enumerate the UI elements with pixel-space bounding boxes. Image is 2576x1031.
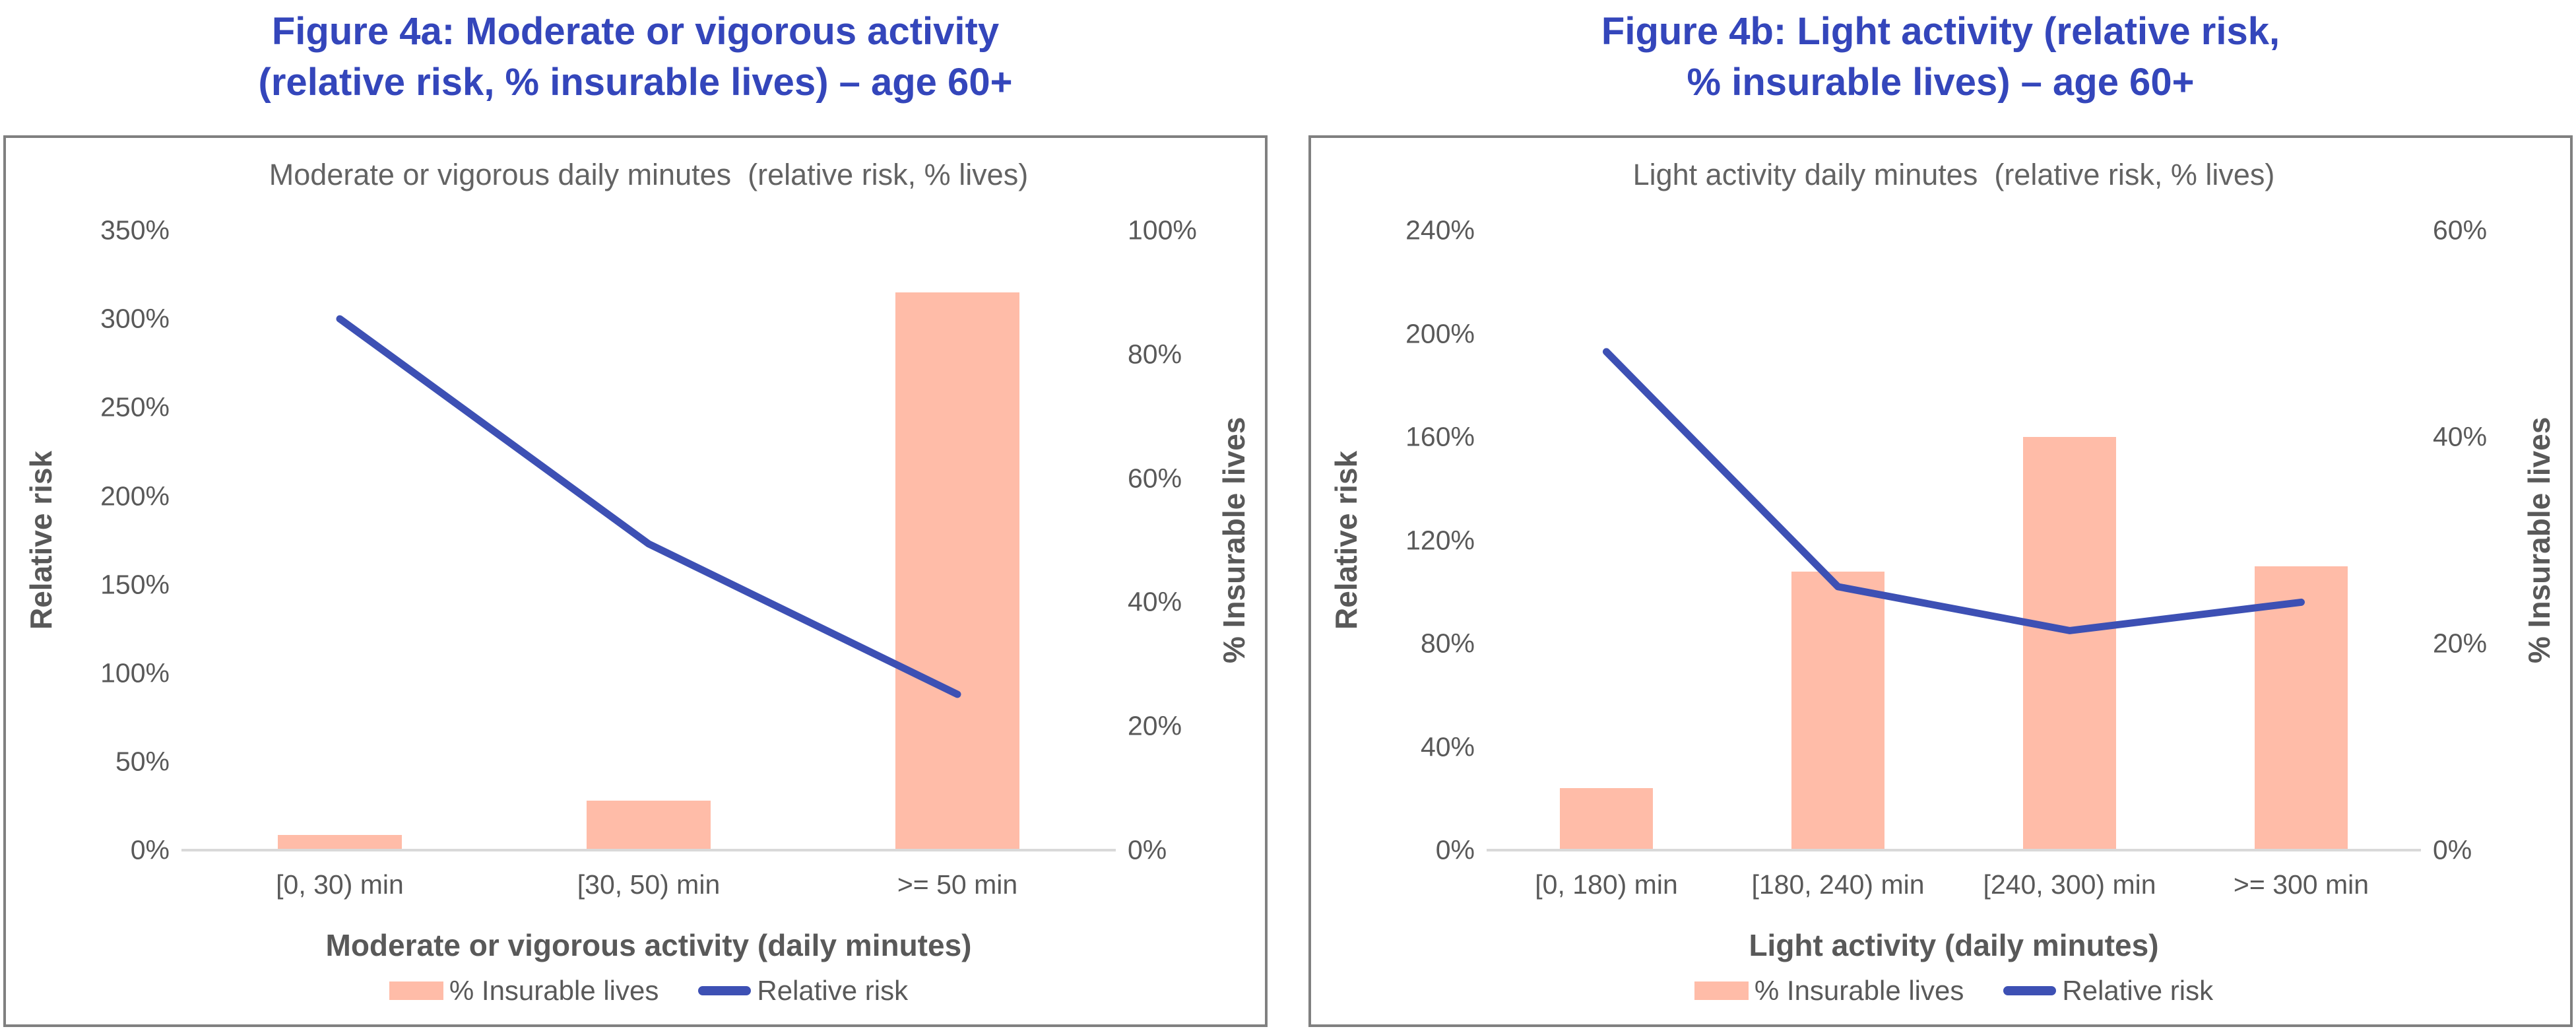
bar->= 50 min [895,292,1019,851]
figure-titles-row: Figure 4a: Moderate or vigorous activity… [0,0,2576,108]
legend-bar-label: % Insurable lives [449,975,659,1007]
legend-line-swatch [2003,986,2057,996]
left-axis-tick-label: 300% [100,303,170,334]
left-axis-tick-label: 40% [1420,731,1475,762]
bar-[240, 300) min [2023,437,2116,851]
chart-title: Moderate or vigorous daily minutes (rela… [269,158,1029,192]
right-axis-tick-label: 100% [1128,215,1197,246]
left-axis-title: Relative risk [1329,451,1363,630]
category-label: [0, 30) min [276,869,404,900]
legend-line-label: Relative risk [2062,975,2214,1007]
right-axis-tick-label: 40% [1128,586,1182,617]
right-axis-title: % Insurable lives [2522,416,2556,664]
legend-item-relative-risk: Relative risk [2003,975,2213,1007]
legend: % Insurable lives Relative risk [1491,975,2417,1007]
relative-risk-polyline [336,315,961,698]
left-axis-title: Relative risk [24,451,58,630]
right-axis-tick-label: 60% [1128,463,1182,494]
chart-title: Light activity daily minutes (relative r… [1632,158,2275,192]
category-label: >= 50 min [897,869,1018,900]
legend: % Insurable lives Relative risk [185,975,1112,1007]
category-label: >= 300 min [2233,869,2369,900]
left-axis-tick-label: 80% [1420,628,1475,659]
left-axis-tick-label: 240% [1405,215,1475,246]
bar-[180, 240) min [1791,571,1884,851]
figure-4b-title: Figure 4b: Light activity (relative risk… [1308,7,2573,108]
left-axis-tick-label: 100% [100,657,170,688]
left-axis-tick-label: 250% [100,391,170,422]
left-axis-tick-label: 150% [100,569,170,600]
right-axis-title: % Insurable lives [1217,416,1251,664]
plot-area: 0% 40% 80% 120% 160% 200% 240% 0% 20% 40% 60% [1405,215,2487,865]
left-axis-tick-label: 200% [1405,318,1475,349]
category-axis: [0, 180) min [180, 240) min [240, 300) min… [1491,869,2417,902]
right-axis-tick-label: 80% [1128,339,1182,370]
left-axis-tick-label: 200% [100,481,170,512]
legend-line-label: Relative risk [757,975,909,1007]
legend-bar-swatch [1694,981,1749,1001]
figure-4a-title: Figure 4a: Moderate or vigorous activity… [3,7,1268,108]
figure-4a-title-line2: (relative risk, % insurable lives) – age… [258,60,1013,104]
right-axis-tick-label: 20% [2433,628,2488,659]
right-axis-tick-label: 60% [2433,215,2488,246]
relative-risk-line [336,315,961,698]
right-axis-tick-label: 0% [2433,834,2472,865]
x-axis-title: Light activity (daily minutes) [1749,928,2159,963]
left-axis-tick-label: 0% [130,834,170,865]
category-label: [240, 300) min [1983,869,2156,900]
legend-item-relative-risk: Relative risk [698,975,908,1007]
category-axis: [0, 30) min [30, 50) min >= 50 min [185,869,1112,902]
relative-risk-line [1603,348,2305,634]
bar->= 300 min [2255,566,2348,851]
category-label: [0, 180) min [1535,869,1678,900]
right-axis-tick-label: 0% [1128,834,1167,865]
chart-panel-moderate-vigorous: Moderate or vigorous daily minutes (rela… [3,135,1268,1028]
figure-4a-title-line1: Figure 4a: Moderate or vigorous activity [271,10,1000,53]
x-axis-line [181,849,1116,852]
left-axis-tick-label: 50% [115,746,170,777]
left-axis-tick-label: 0% [1435,834,1475,865]
category-label: [180, 240) min [1751,869,1925,900]
left-axis-tick-label: 120% [1405,525,1475,556]
legend-item-insurable-lives: % Insurable lives [1694,975,1964,1007]
legend-bar-label: % Insurable lives [1754,975,1964,1007]
bar-[0, 30) min [278,834,402,851]
legend-item-insurable-lives: % Insurable lives [389,975,659,1007]
left-axis-tick-label: 160% [1405,421,1475,452]
bar-[30, 50) min [587,800,711,851]
legend-line-swatch [698,986,752,996]
category-label: [30, 50) min [577,869,721,900]
left-axis-tick-label: 350% [100,215,170,246]
figure-4b-title-line2: % insurable lives) – age 60+ [1687,60,2195,104]
legend-bar-swatch [389,981,443,1001]
right-axis-tick-label: 40% [2433,421,2488,452]
plot-area: 0% 50% 100% 150% 200% 250% 300% 350% 0% 20% 40% 60%… [100,215,1197,865]
right-axis-tick-label: 20% [1128,710,1182,741]
charts-row: Moderate or vigorous daily minutes (rela… [0,135,2576,1028]
x-axis-title: Moderate or vigorous activity (daily min… [325,928,972,963]
bar-[0, 180) min [1560,788,1653,851]
x-axis-line [1487,849,2421,852]
figure-4b-title-line1: Figure 4b: Light activity (relative risk… [1601,10,2280,53]
relative-risk-polyline [1603,348,2305,634]
chart-panel-light-activity: Light activity daily minutes (relative r… [1308,135,2573,1028]
